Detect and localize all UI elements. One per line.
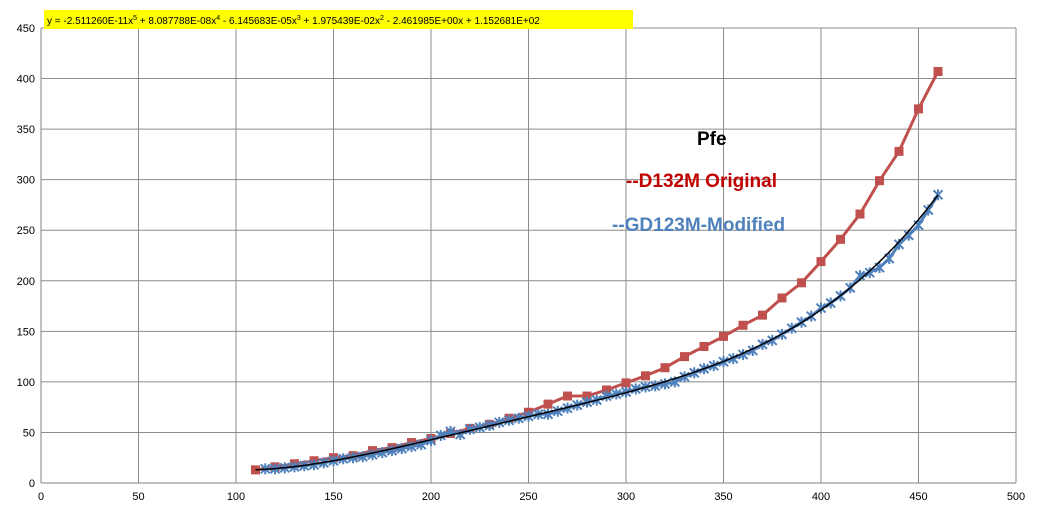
y-tick-label: 50 [23,427,35,439]
y-tick-label: 100 [17,377,35,389]
data-point [680,352,689,362]
y-tick-label: 200 [17,276,35,288]
polynomial-trendline [255,194,939,471]
x-tick-label: 200 [422,491,440,503]
data-point [875,176,884,186]
y-tick-label: 450 [17,23,35,35]
axes [40,28,1016,484]
x-tick-label: 300 [617,491,635,503]
data-point [582,391,592,401]
data-point [719,331,728,341]
data-point [933,66,943,76]
x-tick-label: 350 [714,491,732,503]
x-tick-label: 50 [132,491,144,503]
series-layer [251,66,944,475]
data-point [641,371,650,381]
tick-labels: 0 50 100 150 200 250 300 350 400 450 500 0 50 100 150 2… [17,23,1026,503]
data-point [836,234,845,244]
data-point [894,146,904,156]
data-point [562,402,573,414]
data-point [611,388,622,400]
data-point [630,383,641,395]
x-tick-label: 400 [812,491,830,503]
x-tick-label: 100 [227,491,245,503]
legend-entry-gd123m-modified: --GD123M-Modified [612,215,785,236]
data-point [474,421,485,433]
data-point [777,293,787,303]
data-point [464,423,476,435]
data-point [543,399,553,409]
x-tick-label: 450 [909,491,927,503]
data-point [503,414,515,426]
data-point [660,363,670,373]
data-point [251,465,260,475]
x-tick-label: 150 [324,491,342,503]
y-tick-label: 150 [17,326,35,338]
trendline-layer [255,194,939,471]
data-point [308,459,320,471]
data-point [864,267,875,279]
chart-title: Pfe [697,129,727,150]
x-tick-label: 500 [1007,491,1025,503]
y-tick-label: 250 [17,225,35,237]
trendline-equation-label: y = -2.511260E-11x5 + 8.087788E-08x4 - 6… [44,10,633,29]
data-point [494,416,505,428]
data-point [552,405,563,417]
data-point [914,104,923,114]
data-point [855,209,865,219]
trendline-equation: y = -2.511260E-11x5 + 8.087788E-08x4 - 6… [47,15,540,27]
y-tick-label: 350 [17,124,35,136]
legend-entry-d132m-original: --D132M Original [626,171,777,192]
data-point [816,257,826,267]
data-point [758,310,767,320]
x-tick-label: 250 [519,491,537,503]
data-point [563,391,572,401]
y-tick-label: 0 [29,478,35,490]
x-tick-label: 0 [38,491,44,503]
data-point [797,278,806,288]
data-point [738,320,748,330]
y-tick-label: 300 [17,175,35,187]
data-point [602,385,611,395]
data-point [699,342,709,351]
data-point [621,378,631,388]
equation-highlight [44,10,633,29]
y-tick-label: 400 [17,74,35,86]
data-point [923,204,934,216]
